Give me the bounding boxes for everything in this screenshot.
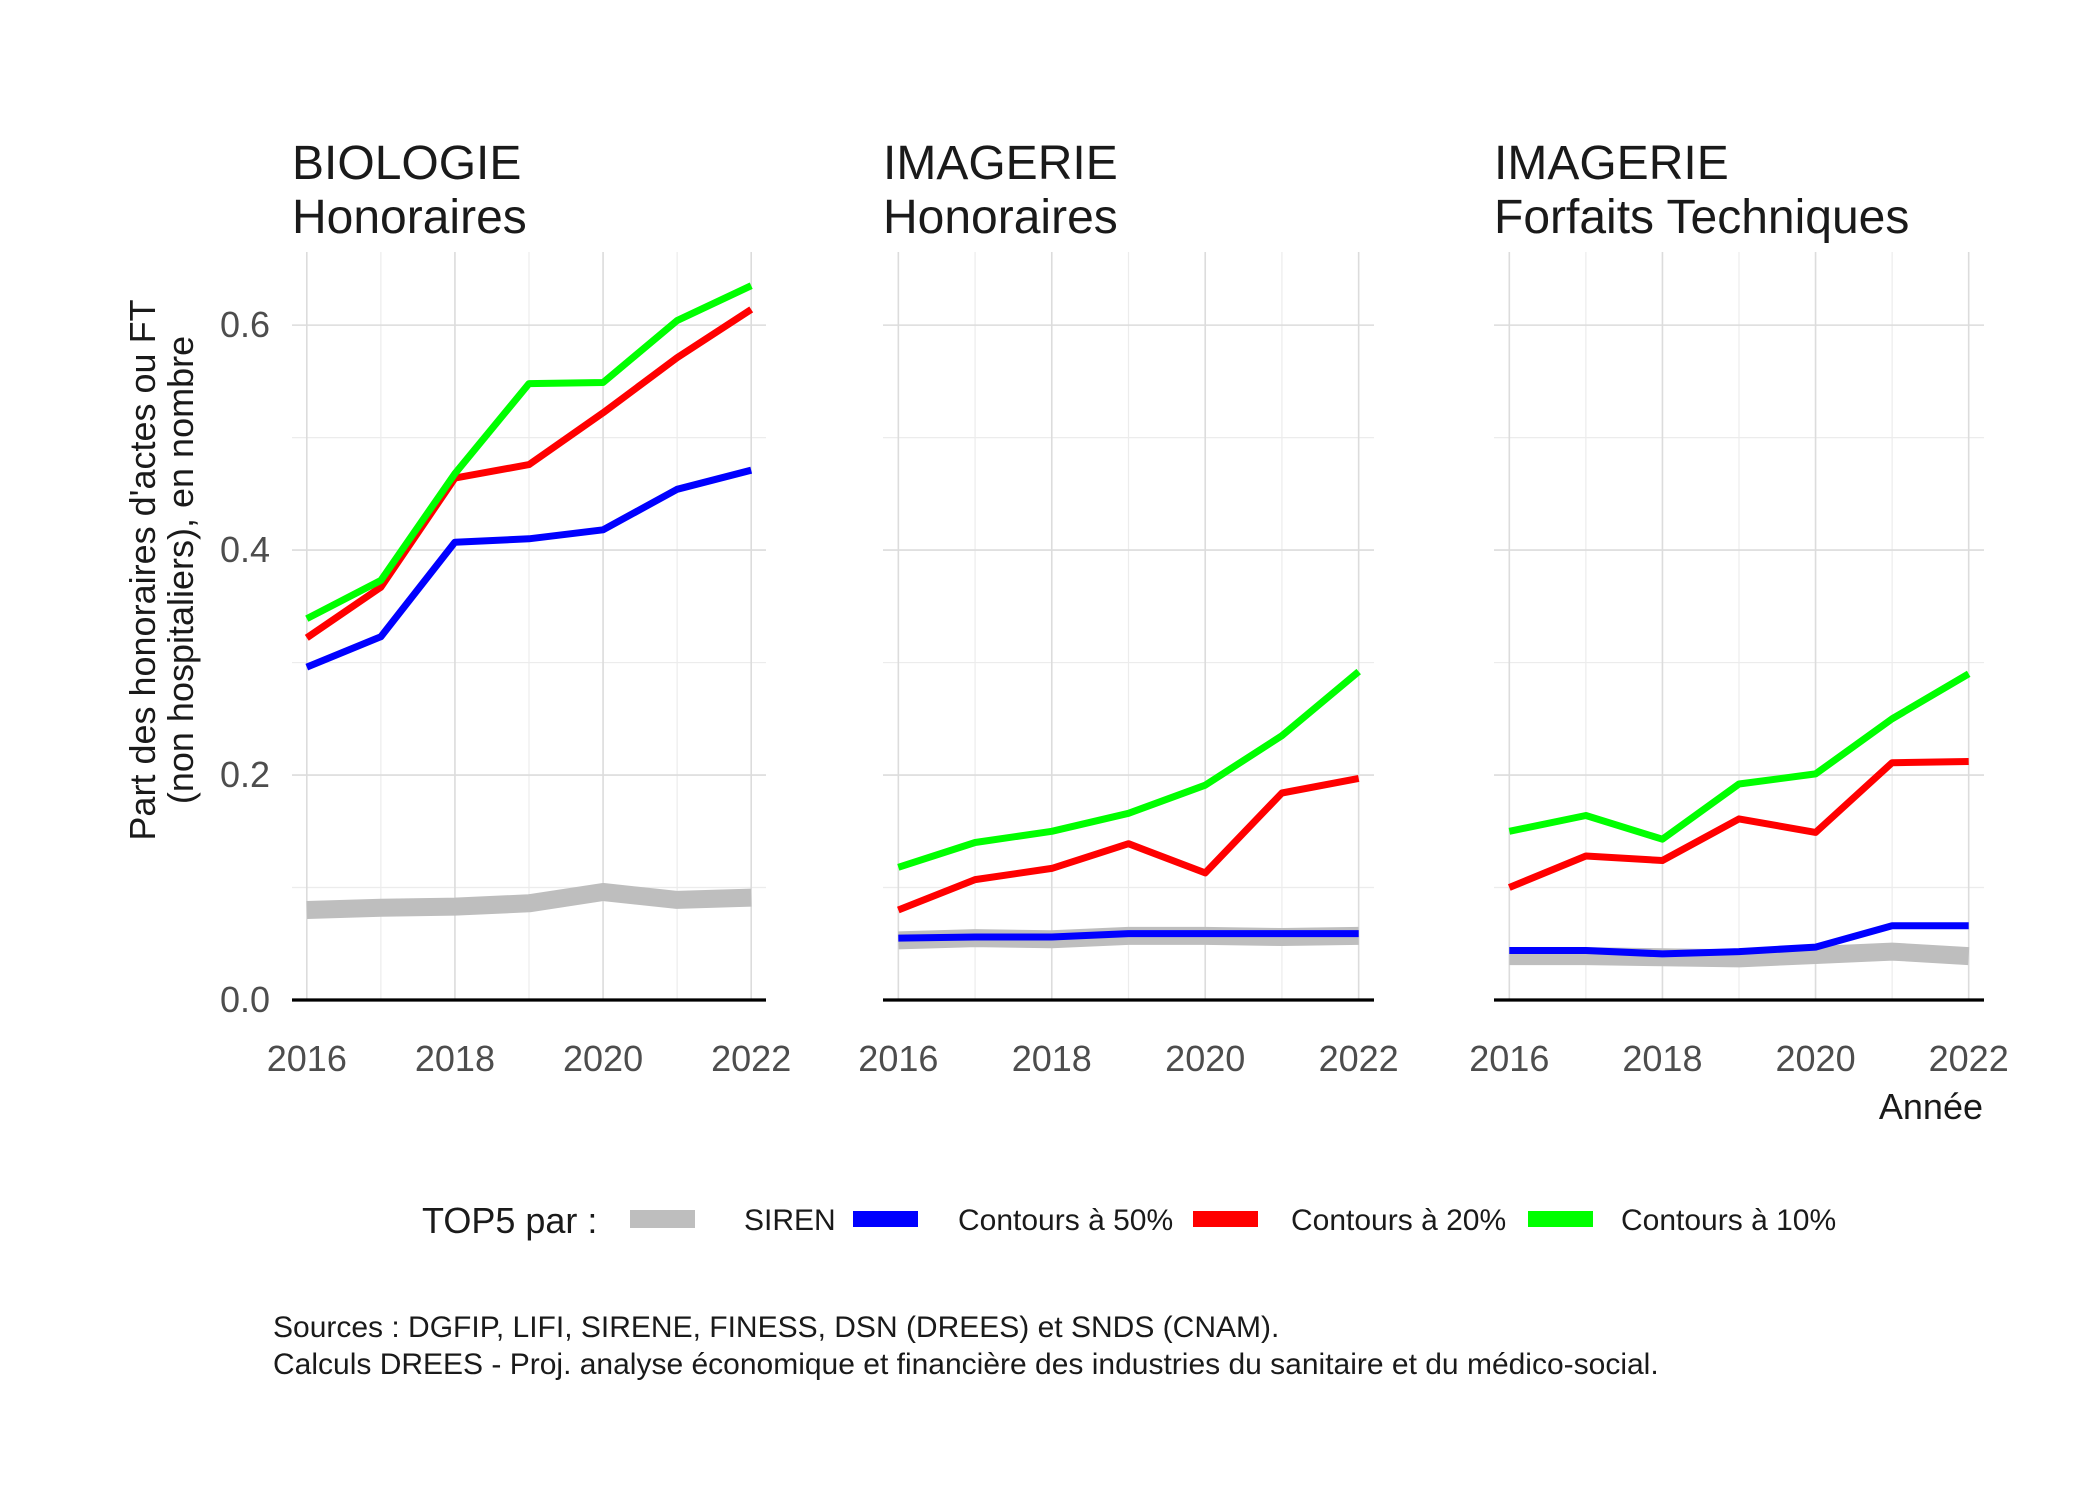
legend-title: TOP5 par : — [422, 1200, 597, 1241]
series-line-1 — [1509, 942, 1970, 968]
x-axis-title: Année — [1879, 1086, 1983, 1127]
x-tick-label: 2020 — [563, 1038, 643, 1079]
x-tick-label: 2022 — [1929, 1038, 2009, 1079]
facet-title-line2: Forfaits Techniques — [1494, 191, 1909, 244]
x-tick-label: 2020 — [1776, 1038, 1856, 1079]
y-tick-label: 0.0 — [220, 979, 270, 1020]
facet-title-line2: Honoraires — [292, 191, 527, 244]
series-line-3 — [304, 306, 754, 641]
y-tick-label: 0.2 — [220, 754, 270, 795]
x-tick-label: 2016 — [858, 1038, 938, 1079]
series-line-4 — [897, 668, 1361, 871]
series-line-3 — [897, 774, 1360, 914]
x-tick-label: 2022 — [1319, 1038, 1399, 1079]
series-line-1 — [306, 883, 752, 919]
y-axis-title-line2: (non hospitaliers), en nombre — [160, 336, 201, 804]
x-tick-label: 2016 — [267, 1038, 347, 1079]
legend-label-4: Contours à 10% — [1621, 1204, 1836, 1237]
facet-title-line1: BIOLOGIE — [292, 137, 521, 190]
x-tick-label: 2022 — [711, 1038, 791, 1079]
x-tick-label: 2020 — [1165, 1038, 1245, 1079]
series-line-4 — [305, 282, 753, 622]
x-tick-label: 2016 — [1469, 1038, 1549, 1079]
y-tick-label: 0.6 — [220, 304, 270, 345]
series-line-2 — [898, 930, 1359, 942]
y-axis-title-line1: Part des honoraires d'actes ou FT — [122, 299, 163, 840]
legend-label-2: Contours à 50% — [958, 1204, 1173, 1237]
series-line-4 — [1508, 670, 1971, 843]
facet-title-line1: IMAGERIE — [883, 137, 1118, 190]
caption-line-1: Sources : DGFIP, LIFI, SIRENE, FINESS, D… — [273, 1311, 1279, 1344]
x-tick-label: 2018 — [415, 1038, 495, 1079]
caption-line-2: Calculs DREES - Proj. analyse économique… — [273, 1348, 1659, 1381]
series-line-2 — [1509, 922, 1969, 958]
legend-label-3: Contours à 20% — [1291, 1204, 1506, 1237]
legend-label-1: SIREN — [744, 1204, 836, 1237]
series-line-3 — [1507, 758, 1969, 891]
facet-title-line2: Honoraires — [883, 191, 1118, 244]
panel-1: 0.0 0.2 0.4 0.6 2016 2018 2020 2022 BIOLOGIEHono… — [220, 137, 791, 1079]
x-tick-label: 2018 — [1012, 1038, 1092, 1079]
legend: TOP5 par : SIREN Contours à 50% Contours à… — [422, 1200, 1836, 1241]
series-line-2 — [305, 466, 753, 671]
y-tick-label: 0.4 — [220, 529, 270, 570]
facet-title-line1: IMAGERIE — [1494, 137, 1729, 190]
x-tick-label: 2018 — [1622, 1038, 1702, 1079]
